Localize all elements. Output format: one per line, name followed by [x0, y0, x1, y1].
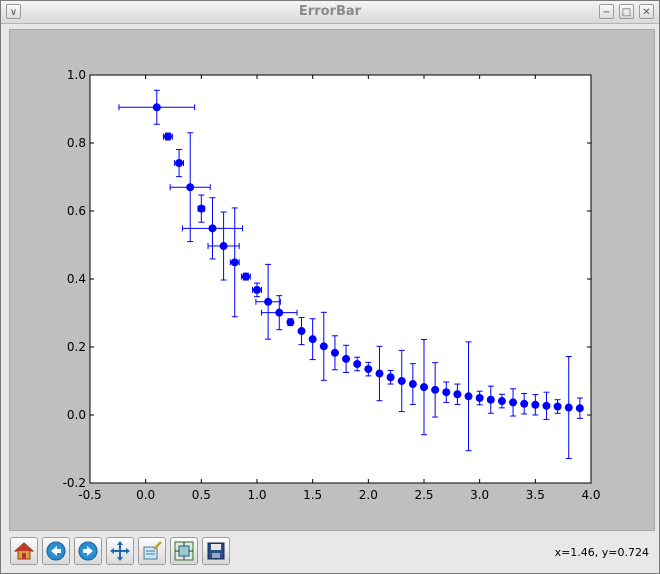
data-point: [241, 272, 250, 281]
configure-subplots-button[interactable]: [170, 537, 198, 565]
data-point: [297, 327, 306, 336]
data-point: [442, 388, 451, 397]
subplots-icon: [174, 541, 194, 561]
x-tick-label: 1.0: [247, 488, 266, 502]
data-point: [575, 404, 584, 413]
x-tick-label: -0.5: [78, 488, 101, 502]
data-point: [564, 403, 573, 412]
data-point: [319, 342, 328, 351]
y-tick-label: 0.8: [67, 136, 86, 150]
back-arrow-icon: [46, 541, 66, 561]
data-point: [364, 365, 373, 374]
data-point: [286, 318, 295, 327]
data-point: [264, 297, 273, 306]
forward-arrow-icon: [78, 541, 98, 561]
x-tick-label: 1.5: [303, 488, 322, 502]
x-tick-label: 0.0: [136, 488, 155, 502]
data-point: [408, 380, 417, 389]
data-point: [386, 373, 395, 382]
y-tick-label: 0.0: [67, 408, 86, 422]
data-point: [531, 400, 540, 409]
x-tick-label: 3.0: [470, 488, 489, 502]
data-point: [486, 395, 495, 404]
pan-button[interactable]: [106, 537, 134, 565]
zoom-rect-icon: [143, 541, 162, 560]
x-tick-label: 2.5: [414, 488, 433, 502]
data-point: [208, 224, 217, 233]
data-point: [353, 360, 362, 368]
data-point: [475, 394, 484, 402]
maximize-button[interactable]: □: [619, 4, 634, 19]
data-point: [342, 354, 351, 363]
cursor-coordinates: x=1.46, y=0.724: [554, 546, 649, 559]
data-point: [542, 401, 551, 410]
data-point: [553, 402, 562, 411]
x-tick-label: 4.0: [581, 488, 600, 502]
data-point: [420, 383, 428, 392]
y-tick-label: 0.6: [67, 204, 86, 218]
data-point: [163, 132, 172, 141]
save-button[interactable]: [202, 537, 230, 565]
errorbar-plot: -0.5 0.0 0.5 1.0 1.5 2.0 2.5 3.0 3.5 4.0 -0.2 0.0 0.…: [63, 68, 601, 502]
data-point: [464, 392, 473, 401]
y-tick-label: 0.2: [67, 340, 86, 354]
data-point: [308, 335, 317, 344]
data-point: [497, 397, 506, 406]
window-menu-button[interactable]: ∨: [6, 4, 21, 19]
data-point: [275, 308, 284, 317]
data-point: [230, 258, 239, 267]
figure-canvas[interactable]: -0.5 0.0 0.5 1.0 1.5 2.0 2.5 3.0 3.5 4.0 -0.2 0.0 0.…: [9, 29, 655, 531]
x-tick-label: 0.5: [192, 488, 211, 502]
home-icon: [14, 542, 34, 560]
data-point: [197, 204, 206, 213]
move-icon: [110, 541, 130, 561]
y-tick-label: -0.2: [63, 476, 86, 490]
forward-button[interactable]: [74, 537, 102, 565]
x-tick-label: 3.5: [526, 488, 545, 502]
window-title: ErrorBar: [298, 4, 362, 19]
y-tick-label: 1.0: [67, 68, 86, 82]
data-point: [431, 385, 440, 394]
navigation-toolbar: x=1.46, y=0.724: [1, 534, 659, 572]
data-point: [152, 103, 161, 112]
data-point: [509, 398, 518, 407]
data-point: [186, 183, 195, 192]
y-tick-label: 0.4: [67, 272, 86, 286]
data-point: [453, 390, 462, 399]
save-icon: [207, 542, 225, 560]
data-point: [397, 377, 406, 385]
zoom-button[interactable]: [138, 537, 166, 565]
data-point: [520, 399, 529, 408]
close-button[interactable]: ✕: [639, 4, 654, 19]
back-button[interactable]: [42, 537, 70, 565]
home-button[interactable]: [10, 537, 38, 565]
axes-area: [89, 74, 592, 484]
data-point: [330, 348, 339, 357]
data-point: [375, 369, 384, 378]
data-point: [219, 242, 228, 251]
data-point: [175, 159, 184, 168]
minimize-button[interactable]: −: [599, 4, 614, 19]
x-tick-label: 2.0: [359, 488, 378, 502]
data-point: [253, 285, 261, 294]
title-bar[interactable]: ∨ ErrorBar − □ ✕: [1, 1, 659, 24]
